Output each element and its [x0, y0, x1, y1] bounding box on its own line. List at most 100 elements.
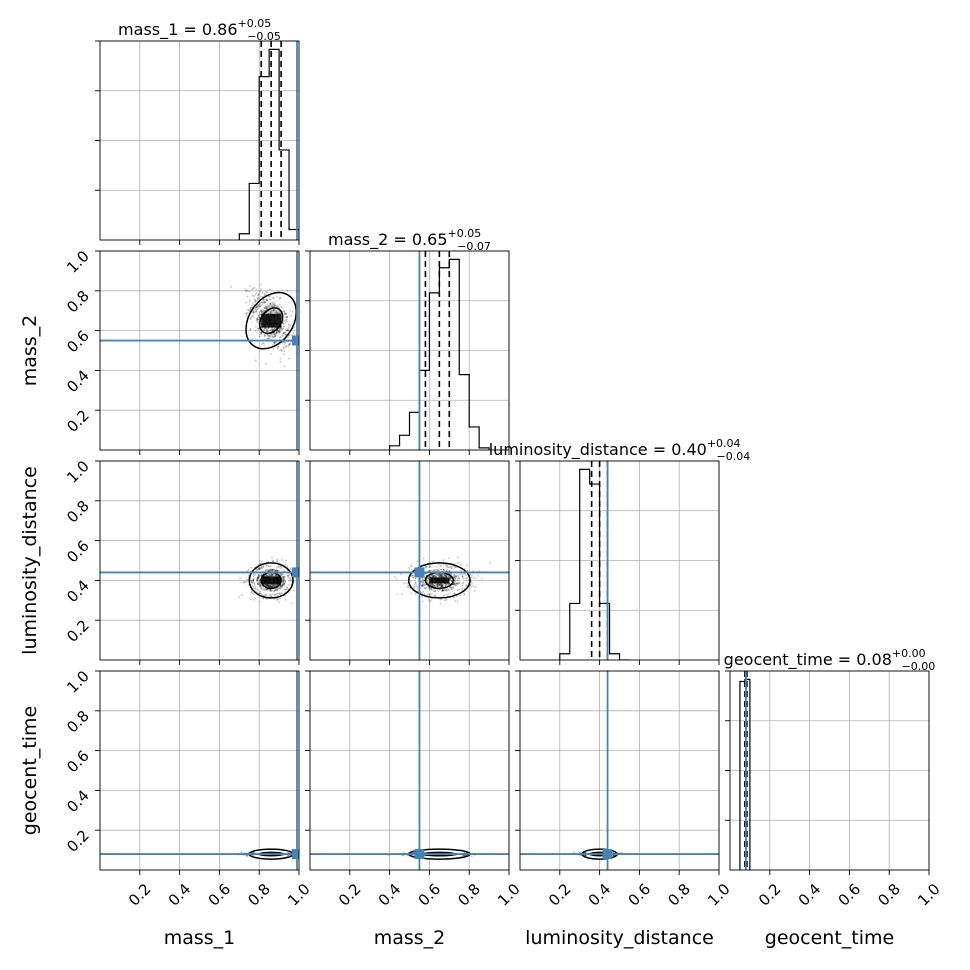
sample-point [445, 575, 448, 578]
sample-point [280, 584, 283, 587]
sample-point [263, 300, 266, 303]
sample-point [464, 574, 467, 577]
sample-point [455, 581, 458, 584]
sample-point [269, 329, 272, 331]
sample-point [260, 574, 263, 577]
sample-point [260, 565, 263, 568]
sample-point [268, 585, 271, 588]
sample-point [261, 291, 264, 294]
sample-point [245, 312, 248, 315]
sample-point [278, 587, 281, 590]
sample-point [275, 588, 278, 591]
sample-point [283, 343, 286, 346]
sample-point [279, 592, 282, 595]
sample-point [288, 329, 290, 332]
sample-point [278, 310, 281, 313]
sample-point [289, 324, 292, 327]
sample-point [268, 569, 271, 572]
sample-point [421, 584, 424, 587]
sample-point [273, 303, 276, 306]
sample-point [259, 302, 262, 305]
sample-point [440, 564, 443, 567]
sample-point [270, 585, 272, 588]
sample-point [300, 342, 302, 344]
sample-point [271, 309, 273, 312]
sample-point [270, 310, 273, 313]
sample-point [269, 565, 272, 567]
sample-point [280, 585, 282, 588]
sample-point [257, 575, 260, 578]
sample-point [280, 585, 283, 587]
sample-point [268, 569, 271, 571]
sample-point [454, 566, 457, 569]
sample-point [435, 575, 438, 578]
sample-point [429, 599, 432, 602]
sample-point [260, 343, 263, 346]
y-tick-label: 0.6 [63, 747, 93, 777]
sample-point [268, 584, 271, 587]
sample-point [433, 589, 436, 592]
sample-point [278, 311, 281, 314]
sample-point [281, 584, 284, 587]
sample-point [450, 587, 453, 590]
sample-point [243, 580, 246, 583]
sample-point [271, 329, 274, 331]
contour-line [254, 566, 289, 595]
sample-point [285, 345, 288, 348]
sample-point [279, 593, 282, 596]
sample-point [453, 580, 456, 583]
sample-point [465, 577, 468, 579]
sample-point [262, 588, 265, 590]
sample-point [402, 854, 404, 857]
sample-point [250, 580, 253, 583]
sample-point [461, 589, 464, 591]
sample-point [267, 327, 270, 330]
sample-point [395, 577, 398, 580]
sample-point [270, 334, 273, 337]
sample-point [458, 588, 461, 591]
sample-point [266, 298, 269, 301]
sample-point [281, 583, 284, 586]
sample-point [275, 574, 278, 577]
sample-point [280, 585, 283, 588]
sample-point [435, 573, 438, 576]
sample-point [433, 588, 435, 591]
sample-point [435, 573, 438, 576]
sample-point [444, 575, 447, 577]
sample-point [282, 341, 285, 343]
sample-point [269, 310, 272, 313]
sample-point [449, 576, 452, 579]
sample-point [259, 583, 261, 585]
sample-point [258, 563, 261, 565]
density-core [429, 577, 450, 584]
sample-point [258, 574, 261, 577]
sample-point [270, 586, 273, 589]
sample-point [272, 585, 275, 588]
sample-point [282, 579, 285, 581]
sample-point [263, 301, 266, 304]
sample-point [416, 560, 419, 563]
sample-point [270, 589, 273, 592]
sample-point [269, 303, 272, 306]
sample-point [267, 327, 270, 330]
sample-point [252, 311, 254, 313]
sample-point [268, 585, 271, 588]
sample-point [273, 333, 276, 335]
sample-point [396, 593, 399, 595]
sample-point [433, 575, 436, 578]
sample-point [285, 329, 288, 332]
sample-point [273, 335, 276, 338]
sample-point [447, 583, 450, 586]
sample-point [258, 305, 260, 308]
sample-point [437, 583, 439, 585]
title-equals: = [178, 20, 202, 39]
sample-point [260, 310, 263, 313]
sample-point [257, 575, 260, 578]
sample-point [293, 589, 295, 592]
sample-point [254, 309, 257, 312]
sample-point [261, 310, 263, 313]
sample-point [441, 590, 444, 593]
sample-point [438, 584, 441, 587]
contour-line [251, 299, 291, 343]
